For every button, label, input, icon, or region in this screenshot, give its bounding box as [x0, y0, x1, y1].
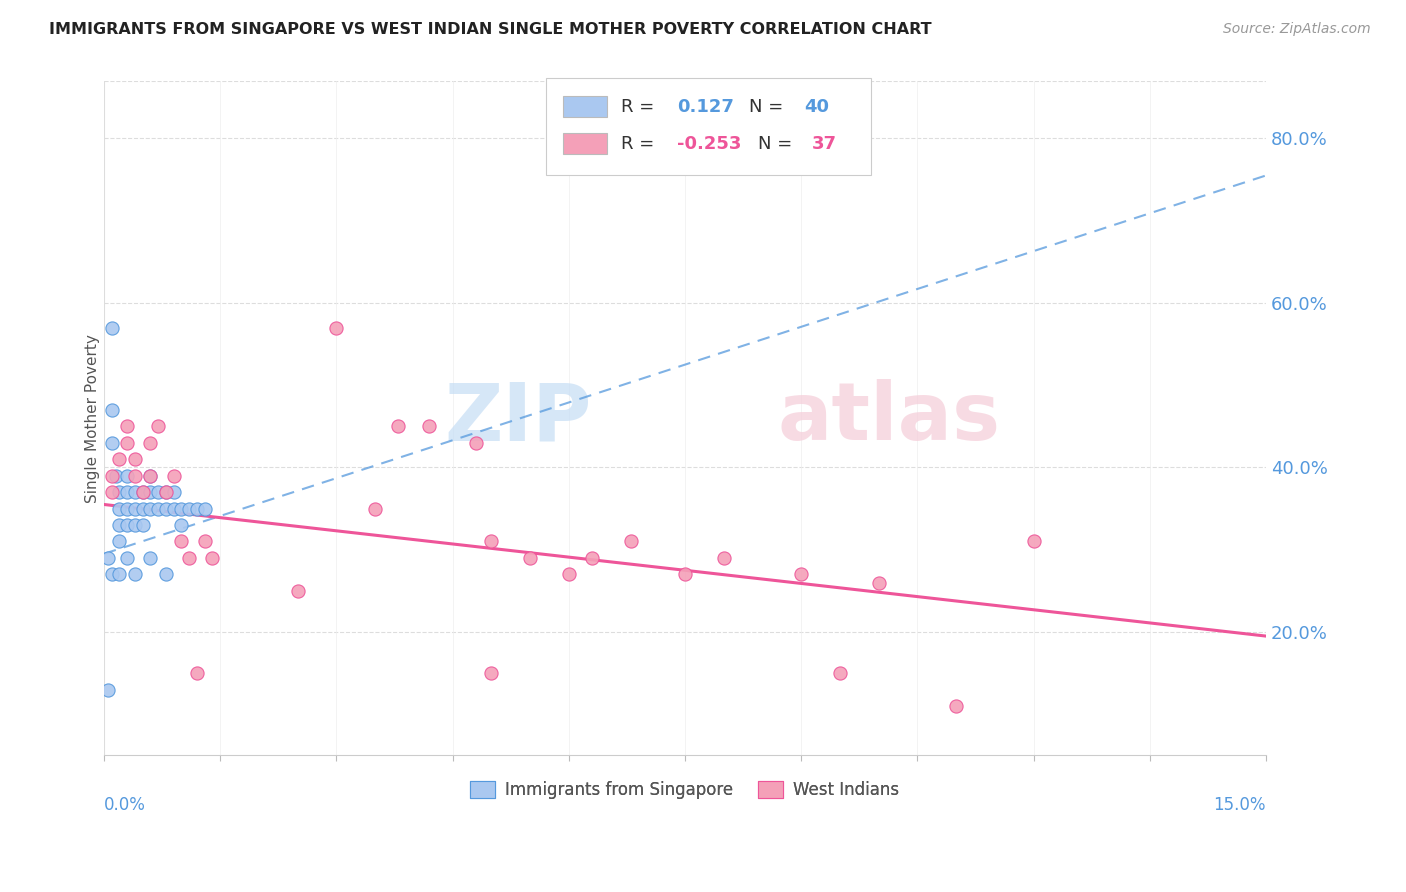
Point	[139, 485, 162, 500]
Point	[124, 518, 146, 533]
Point	[179, 501, 201, 516]
Point	[124, 485, 146, 500]
Point	[170, 501, 193, 516]
Point	[155, 501, 177, 516]
Point	[108, 485, 131, 500]
Text: R =: R =	[621, 97, 659, 115]
Point	[325, 320, 347, 334]
Point	[713, 550, 735, 565]
Text: 37: 37	[811, 135, 837, 153]
FancyBboxPatch shape	[562, 133, 607, 154]
Point	[146, 485, 169, 500]
Point	[558, 567, 581, 582]
Point	[131, 485, 153, 500]
Point	[100, 468, 122, 483]
Point	[170, 518, 193, 533]
Point	[131, 485, 153, 500]
Point	[139, 468, 162, 483]
Point	[186, 666, 208, 681]
FancyBboxPatch shape	[546, 78, 870, 176]
Text: atlas: atlas	[778, 379, 1001, 457]
Point	[162, 468, 184, 483]
Point	[146, 501, 169, 516]
Text: IMMIGRANTS FROM SINGAPORE VS WEST INDIAN SINGLE MOTHER POVERTY CORRELATION CHART: IMMIGRANTS FROM SINGAPORE VS WEST INDIAN…	[49, 22, 932, 37]
Point	[100, 485, 122, 500]
FancyBboxPatch shape	[562, 95, 607, 117]
Point	[124, 501, 146, 516]
Point	[868, 575, 890, 590]
Point	[108, 452, 131, 467]
Point	[100, 320, 122, 334]
Text: -0.253: -0.253	[676, 135, 741, 153]
Point	[194, 501, 217, 516]
Point	[155, 567, 177, 582]
Point	[162, 485, 184, 500]
Y-axis label: Single Mother Poverty: Single Mother Poverty	[86, 334, 100, 502]
Point	[287, 583, 309, 598]
Text: N =: N =	[758, 135, 799, 153]
Text: 0.0%: 0.0%	[104, 796, 146, 814]
Point	[124, 468, 146, 483]
Point	[194, 534, 217, 549]
Point	[387, 419, 409, 434]
Text: N =: N =	[749, 97, 789, 115]
Point	[464, 435, 486, 450]
Point	[115, 485, 138, 500]
Point	[131, 501, 153, 516]
Point	[139, 501, 162, 516]
Point	[124, 567, 146, 582]
Point	[790, 567, 813, 582]
Point	[108, 567, 131, 582]
Point	[673, 567, 696, 582]
Point	[418, 419, 440, 434]
Point	[186, 501, 208, 516]
Point	[620, 534, 643, 549]
Point	[155, 485, 177, 500]
Point	[100, 403, 122, 417]
Point	[131, 518, 153, 533]
Legend: Immigrants from Singapore, West Indians: Immigrants from Singapore, West Indians	[463, 772, 908, 808]
Point	[115, 550, 138, 565]
Point	[124, 452, 146, 467]
Point	[170, 534, 193, 549]
Point	[179, 550, 201, 565]
Point	[108, 534, 131, 549]
Point	[115, 501, 138, 516]
Point	[115, 518, 138, 533]
Point	[104, 468, 127, 483]
Point	[108, 501, 131, 516]
Point	[155, 485, 177, 500]
Point	[115, 468, 138, 483]
Point	[97, 550, 120, 565]
Point	[479, 666, 502, 681]
Point	[201, 550, 224, 565]
Point	[146, 419, 169, 434]
Point	[364, 501, 387, 516]
Text: 0.127: 0.127	[676, 97, 734, 115]
Text: R =: R =	[621, 135, 659, 153]
Point	[162, 501, 184, 516]
Point	[1022, 534, 1045, 549]
Point	[108, 518, 131, 533]
Text: Source: ZipAtlas.com: Source: ZipAtlas.com	[1223, 22, 1371, 37]
Point	[115, 419, 138, 434]
Text: 40: 40	[804, 97, 830, 115]
Point	[139, 435, 162, 450]
Text: 15.0%: 15.0%	[1213, 796, 1265, 814]
Point	[479, 534, 502, 549]
Point	[139, 550, 162, 565]
Point	[115, 435, 138, 450]
Text: ZIP: ZIP	[444, 379, 592, 457]
Point	[945, 698, 967, 713]
Point	[139, 468, 162, 483]
Point	[100, 567, 122, 582]
Point	[100, 435, 122, 450]
Point	[828, 666, 851, 681]
Point	[581, 550, 603, 565]
Point	[97, 682, 120, 697]
Point	[519, 550, 541, 565]
